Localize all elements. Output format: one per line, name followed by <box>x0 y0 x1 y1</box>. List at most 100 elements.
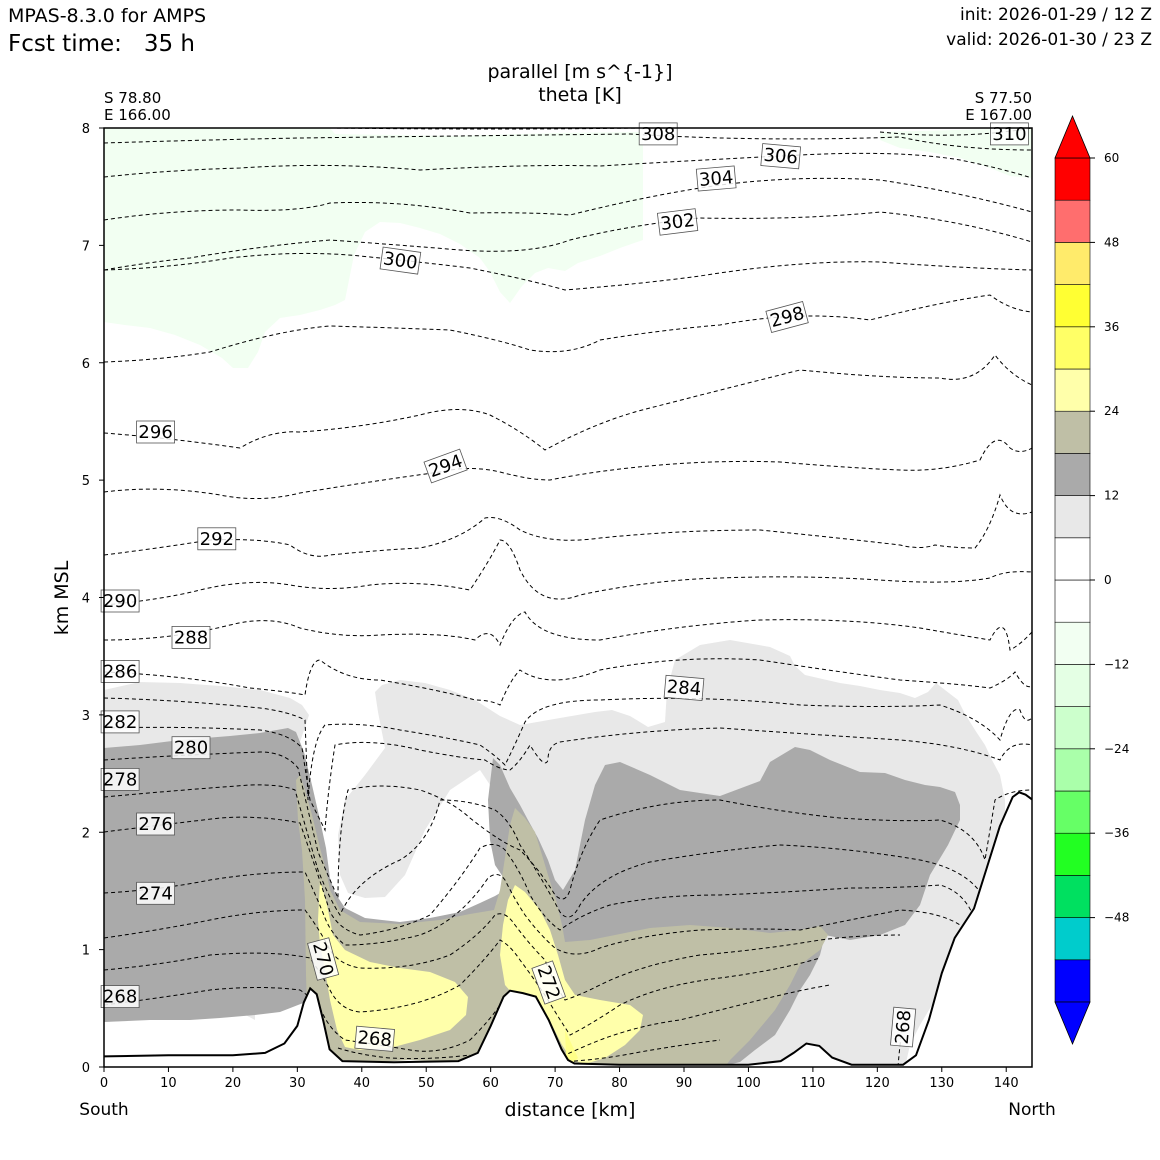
lightgray-shade-mid <box>338 640 1005 1067</box>
theta-label: 268 <box>354 1025 396 1052</box>
yellow-shade-left <box>318 880 468 1050</box>
theta-label-box <box>100 589 140 613</box>
theta-label-box <box>197 527 237 551</box>
y-tick-label: 5 <box>82 474 90 489</box>
theta-label-text: 268 <box>103 987 137 1008</box>
y-tick-label: 4 <box>82 592 90 607</box>
theta-label: 310 <box>990 122 1029 146</box>
theta-label: 300 <box>379 246 422 275</box>
theta-label-text: 280 <box>174 738 208 759</box>
theta-label-text: 294 <box>426 451 465 482</box>
theta-300-contour <box>104 252 1032 291</box>
theta-label-box <box>890 1006 917 1048</box>
theta-label-box <box>656 208 699 236</box>
theta-label: 284 <box>663 674 705 701</box>
theta-label-text: 268 <box>892 1009 916 1045</box>
x-tick-label: 130 <box>929 1076 954 1091</box>
theta-label-box <box>695 165 737 192</box>
theta-label-text: 284 <box>666 676 702 700</box>
theta-label-text: 278 <box>103 769 137 790</box>
theta-296-contour <box>104 354 1032 451</box>
theta-label: 282 <box>100 710 140 734</box>
theta-286-contour <box>104 658 1032 706</box>
x-tick-label: 120 <box>865 1076 890 1091</box>
colorbar-segment <box>1054 917 1091 961</box>
theta-label-text: 300 <box>382 248 419 274</box>
colorbar-tick-label: 60 <box>1104 151 1119 165</box>
green-shade-upper <box>104 128 643 368</box>
x-tick-label: 30 <box>289 1076 306 1091</box>
y-tick-label: 0 <box>82 1061 90 1076</box>
theta-label-text: 296 <box>138 422 172 443</box>
theta-label-text: 298 <box>768 303 807 332</box>
theta-contours <box>104 128 1032 1067</box>
theta-290-contour <box>104 539 1032 606</box>
theta-label-box <box>100 985 140 1008</box>
colorbar-tick-label: −24 <box>1104 742 1129 756</box>
left-endpoint-lat: S 78.80 <box>104 89 162 107</box>
theta-label: 288 <box>171 626 211 649</box>
colorbar-segment <box>1054 748 1091 792</box>
theta-label: 286 <box>100 660 140 683</box>
y-tick-label: 3 <box>82 709 90 724</box>
theta-label-text: 268 <box>357 1027 393 1051</box>
colorbar-segment <box>1054 875 1091 918</box>
theta-label-box <box>171 736 211 760</box>
theta-label: 292 <box>197 527 237 551</box>
theta-label-text: 308 <box>641 124 675 145</box>
y-tick-label: 6 <box>82 357 90 372</box>
colorbar-tick-label: 12 <box>1104 489 1119 503</box>
theta-306-contour <box>104 152 1032 179</box>
theta-label: 294 <box>423 448 468 484</box>
theta-label-text: 282 <box>103 712 137 733</box>
x-tick-label: 60 <box>482 1076 499 1091</box>
theta-label: 274 <box>136 881 176 905</box>
colorbar-tick-label: 48 <box>1104 235 1119 249</box>
theta-label: 308 <box>638 122 678 146</box>
theta-label-box <box>136 812 176 836</box>
theta-label-box <box>100 660 140 683</box>
theta-label-box <box>100 710 140 734</box>
forecast-time-label: Fcst time: <box>8 31 122 57</box>
theta-278-contour <box>104 784 1032 918</box>
x-tick-label: 140 <box>994 1076 1019 1091</box>
theta-label: 304 <box>695 165 737 192</box>
theta-label-text: 276 <box>138 814 172 835</box>
theta-label-text: 302 <box>659 210 696 235</box>
colorbar-tick-label: 0 <box>1104 573 1112 587</box>
yellow-shade-mid <box>500 885 643 1064</box>
x-tick-label: 90 <box>676 1076 693 1091</box>
valid-time: valid: 2026-01-30 / 23 Z <box>946 30 1152 50</box>
theta-label-box <box>760 143 802 170</box>
forecast-time: Fcst time: 35 h <box>8 31 195 57</box>
theta-label-text: 290 <box>103 591 137 612</box>
y-tick-label: 8 <box>82 122 90 137</box>
x-tick-label: 50 <box>418 1076 435 1091</box>
colorbar-segment <box>1054 621 1091 665</box>
right-endpoint-lon: E 167.00 <box>965 106 1032 124</box>
theta-294-contour <box>104 439 1032 500</box>
theta-308-contour <box>104 133 1032 151</box>
theta-label: 278 <box>100 768 140 791</box>
x-tick-label: 20 <box>225 1076 242 1091</box>
theta-label-box <box>354 1025 396 1052</box>
theta-274-contour <box>104 871 961 955</box>
colorbar-segment <box>1054 284 1091 328</box>
x-tick-label: 80 <box>611 1076 628 1091</box>
theta-label-text: 304 <box>698 167 734 191</box>
theta-292-contour <box>104 493 1032 557</box>
theta-302-contour <box>104 211 1032 271</box>
theta-266-contour <box>337 1039 721 1063</box>
colorbar-segment <box>1054 832 1091 876</box>
colorbar: −48 −36 −24 −12 0 12 24 36 48 60 <box>1054 114 1129 1046</box>
x-tick-label: 10 <box>160 1076 177 1091</box>
theta-label-text: 288 <box>174 627 208 648</box>
colorbar-tick-label: −48 <box>1104 911 1129 925</box>
x-tick-label: 70 <box>547 1076 564 1091</box>
colorbar-segment <box>1054 410 1091 454</box>
colorbar-tick-label: 36 <box>1104 320 1119 334</box>
colorbar-segment <box>1054 495 1091 539</box>
forecast-time-value: 35 h <box>143 31 195 57</box>
x-tick-label: 0 <box>100 1076 108 1091</box>
